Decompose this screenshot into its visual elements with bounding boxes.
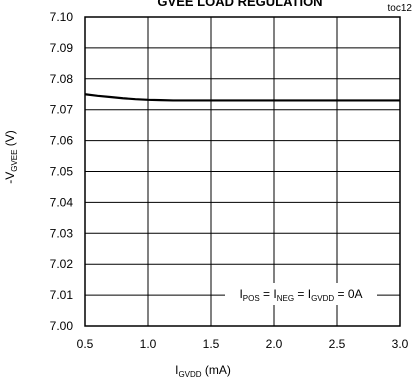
- y-tick-label: 7.08: [50, 72, 74, 86]
- y-tick-label: 7.03: [50, 226, 74, 240]
- x-tick-label: 2.5: [329, 337, 346, 351]
- y-axis-label-prefix: -V: [3, 172, 17, 184]
- chart-title: GVEE LOAD REGULATION: [157, 0, 322, 9]
- y-axis-label-unit: (V): [3, 130, 17, 149]
- x-tick-label: 3.0: [392, 337, 409, 351]
- x-tick-label: 1.0: [140, 337, 157, 351]
- annotation-sub-1: NEG: [277, 294, 294, 303]
- x-axis-label-sub: GVDD: [178, 370, 201, 379]
- annotation-sub-2: GVDD: [311, 294, 334, 303]
- annotation-part-1: = I: [260, 287, 277, 301]
- plot-frame: [84, 16, 401, 327]
- y-axis-label-sub: GVEE: [10, 150, 19, 172]
- annotation-sub-0: POS: [243, 294, 260, 303]
- x-axis-label-main: I: [175, 363, 178, 377]
- y-tick-label: 7.06: [50, 134, 74, 148]
- y-tick-label: 7.01: [50, 288, 74, 302]
- y-tick-label: 7.02: [50, 257, 74, 271]
- x-axis-label: IGVDD (mA): [175, 363, 231, 379]
- x-tick-label: 2.0: [266, 337, 283, 351]
- y-tick-label: 7.10: [50, 10, 74, 24]
- y-tick-label: 7.05: [50, 165, 74, 179]
- x-tick-labels: 0.5 1.0 1.5 2.0 2.5 3.0: [77, 337, 409, 351]
- annotation-part-0: I: [239, 287, 242, 301]
- series-line: [84, 93, 400, 102]
- annotation-background: [225, 283, 377, 305]
- annotation: IPOS = INEG = IGVDD = 0A: [225, 283, 377, 305]
- y-axis-label: -VGVEE (V): [3, 130, 19, 184]
- annotation-text: IPOS = INEG = IGVDD = 0A: [239, 287, 362, 303]
- figure-id: toc12: [388, 3, 413, 14]
- x-tick-label: 1.5: [203, 337, 220, 351]
- y-tick-labels: 7.00 7.01 7.02 7.03 7.04 7.05 7.06 7.07 7.08 7.09…: [50, 10, 74, 333]
- y-tick-label: 7.00: [50, 319, 74, 333]
- annotation-part-3: = 0A: [334, 287, 362, 301]
- annotation-part-2: = I: [294, 287, 311, 301]
- x-tick-label: 0.5: [77, 337, 94, 351]
- y-tick-label: 7.09: [50, 41, 74, 55]
- grid-lines: [84, 16, 401, 327]
- x-axis-label-unit: (mA): [202, 363, 231, 377]
- y-tick-label: 7.07: [50, 103, 74, 117]
- y-tick-label: 7.04: [50, 195, 74, 209]
